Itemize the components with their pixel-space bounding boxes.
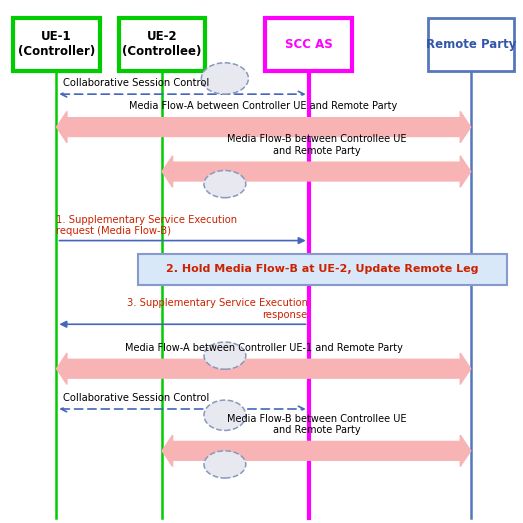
Polygon shape xyxy=(162,435,471,467)
Polygon shape xyxy=(162,156,471,187)
Polygon shape xyxy=(56,353,471,384)
Text: 2. Hold Media Flow-B at UE-2, Update Remote Leg: 2. Hold Media Flow-B at UE-2, Update Rem… xyxy=(166,264,479,275)
Ellipse shape xyxy=(204,451,246,478)
Text: Remote Party: Remote Party xyxy=(426,38,516,51)
Text: Collaborative Session Control: Collaborative Session Control xyxy=(63,393,209,403)
FancyBboxPatch shape xyxy=(14,18,99,71)
Polygon shape xyxy=(56,111,471,143)
Text: Media Flow-B between Controllee UE
and Remote Party: Media Flow-B between Controllee UE and R… xyxy=(226,414,406,435)
Ellipse shape xyxy=(204,170,246,198)
Text: UE-2
(Controllee): UE-2 (Controllee) xyxy=(122,30,202,59)
Text: Media Flow-B between Controllee UE
and Remote Party: Media Flow-B between Controllee UE and R… xyxy=(226,134,406,156)
Text: UE-1
(Controller): UE-1 (Controller) xyxy=(18,30,95,59)
Text: 3. Supplementary Service Execution
response: 3. Supplementary Service Execution respo… xyxy=(127,299,308,320)
Text: Media Flow-A between Controller UE and Remote Party: Media Flow-A between Controller UE and R… xyxy=(130,101,397,111)
Text: 1. Supplementary Service Execution
request (Media Flow-B): 1. Supplementary Service Execution reque… xyxy=(56,215,237,236)
Ellipse shape xyxy=(201,63,248,94)
FancyBboxPatch shape xyxy=(119,18,205,71)
FancyBboxPatch shape xyxy=(428,18,514,71)
Text: SCC AS: SCC AS xyxy=(285,38,333,51)
FancyBboxPatch shape xyxy=(265,18,351,71)
Text: Media Flow-A between Controller UE-1 and Remote Party: Media Flow-A between Controller UE-1 and… xyxy=(124,343,403,353)
Ellipse shape xyxy=(204,400,246,430)
Text: Collaborative Session Control: Collaborative Session Control xyxy=(63,78,209,88)
FancyBboxPatch shape xyxy=(138,254,507,285)
Ellipse shape xyxy=(204,342,246,369)
